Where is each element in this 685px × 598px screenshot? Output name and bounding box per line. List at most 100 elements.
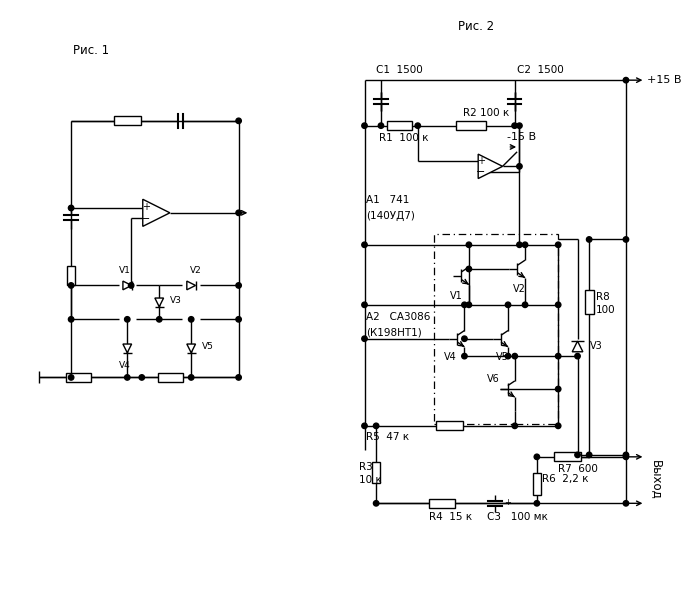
Circle shape [68,283,74,288]
Circle shape [236,210,241,215]
Circle shape [512,353,517,359]
Text: V3: V3 [590,341,603,352]
Circle shape [236,375,241,380]
Circle shape [236,316,241,322]
Text: V3: V3 [170,296,182,305]
Text: V1: V1 [119,266,130,275]
Text: (140УД7): (140УД7) [366,210,415,221]
Circle shape [516,164,522,169]
Text: 10 к: 10 к [359,475,382,485]
Circle shape [373,501,379,506]
Bar [436,422,463,430]
Circle shape [466,302,471,307]
Bar [114,117,141,125]
Circle shape [156,316,162,322]
Text: V1: V1 [450,291,462,301]
Text: R5  47 к: R5 47 к [366,432,410,443]
Circle shape [556,386,561,392]
Circle shape [236,283,241,288]
Circle shape [556,353,561,359]
Polygon shape [123,281,132,290]
Text: А2   СА3086: А2 СА3086 [366,312,431,322]
Text: C2  1500: C2 1500 [517,65,564,75]
Circle shape [586,237,592,242]
Text: V5: V5 [496,352,509,362]
Text: R8: R8 [596,292,610,302]
Circle shape [188,375,194,380]
Bar [532,473,541,495]
Text: Рис. 2: Рис. 2 [458,20,494,33]
Circle shape [575,353,580,359]
Text: R7  600: R7 600 [558,465,598,474]
Circle shape [575,452,580,457]
Circle shape [512,423,517,429]
Circle shape [506,302,511,307]
Circle shape [236,118,241,124]
Circle shape [362,336,367,341]
Text: V6: V6 [486,374,499,385]
Text: R6  2,2 к: R6 2,2 к [542,474,588,484]
Circle shape [462,353,467,359]
Circle shape [506,353,511,359]
Text: V5: V5 [202,342,214,351]
Circle shape [415,123,421,129]
Text: −: − [141,213,150,224]
Polygon shape [478,154,503,179]
Circle shape [362,302,367,307]
Text: −: − [476,167,486,176]
Bar [372,462,380,483]
Circle shape [68,316,74,322]
Circle shape [139,375,145,380]
Circle shape [128,283,134,288]
Bar [585,290,593,313]
Polygon shape [142,199,170,227]
Bar [429,499,455,508]
Circle shape [125,316,130,322]
Text: V4: V4 [444,352,457,362]
Text: -15 В: -15 В [508,132,536,142]
Circle shape [556,242,561,248]
Circle shape [362,123,367,129]
Circle shape [556,302,561,307]
Text: V4: V4 [119,361,130,370]
Bar [434,234,558,424]
Circle shape [373,423,379,429]
Circle shape [68,375,74,380]
Text: Выход: Выход [650,460,663,500]
Text: R2 100 к: R2 100 к [463,108,510,118]
Circle shape [534,501,540,506]
Bar [554,453,582,461]
Circle shape [512,123,517,129]
Bar [387,121,412,130]
Text: +: + [504,498,511,507]
Circle shape [623,501,629,506]
Circle shape [362,242,367,248]
Circle shape [623,454,629,459]
Bar [66,266,75,285]
Bar [66,373,91,382]
Text: Рис. 1: Рис. 1 [73,44,110,57]
Polygon shape [187,281,195,290]
Circle shape [125,375,130,380]
Polygon shape [155,298,164,307]
Circle shape [466,242,471,248]
Circle shape [534,454,540,459]
Text: +: + [142,202,149,212]
Text: V2: V2 [512,285,525,294]
Bar [158,373,184,382]
Circle shape [523,302,527,307]
Text: +15 В: +15 В [647,75,682,85]
Polygon shape [123,344,132,353]
Text: C1  1500: C1 1500 [376,65,423,75]
Text: (К198НТ1): (К198НТ1) [366,328,422,338]
Circle shape [362,423,367,429]
Polygon shape [572,341,583,352]
Circle shape [623,237,629,242]
Text: R3: R3 [359,462,373,472]
Text: С3   100 мк: С3 100 мк [488,512,549,522]
Bar [456,121,486,130]
Circle shape [623,452,629,457]
Circle shape [523,242,527,248]
Circle shape [462,336,467,341]
Text: 100: 100 [596,304,616,315]
